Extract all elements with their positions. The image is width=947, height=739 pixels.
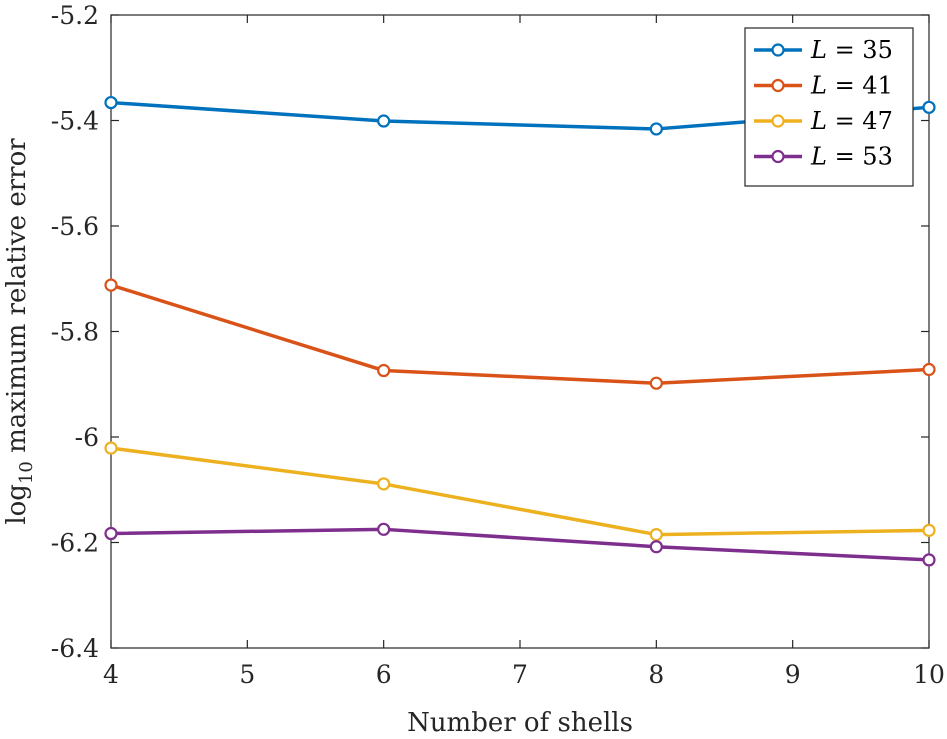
y-axis-label-text: maximum relative error [2, 138, 32, 461]
legend-entry: L = 53 [754, 143, 893, 171]
series-2 [104, 278, 936, 390]
x-tick-label: 6 [376, 660, 392, 689]
data-point [649, 527, 663, 542]
y-tick-label: -5.2 [51, 1, 99, 30]
legend-label-value: = 41 [827, 72, 893, 100]
legend-swatch-marker [771, 149, 785, 164]
legend-label-value: = 53 [827, 143, 893, 171]
data-point [922, 553, 936, 567]
x-tick-label: 5 [239, 660, 255, 689]
y-tick-label: -5.6 [51, 212, 99, 241]
x-tick-label: 8 [648, 660, 664, 689]
x-tick-label: 4 [103, 660, 119, 689]
data-point [377, 114, 391, 128]
data-point [377, 522, 391, 536]
data-point [649, 376, 663, 390]
data-point [377, 477, 391, 491]
legend-entry: L = 47 [754, 107, 893, 135]
axes-layer: 4 5 6 7 8 9 10 -5.2 -5.4 -5.6 -5.8 -6 -6.2 -6.4 [51, 1, 945, 689]
legend: L = 35L = 41L = 47L = 53 [744, 27, 914, 187]
legend-entry: L = 35 [754, 36, 893, 64]
y-tick-label: -6.4 [51, 634, 99, 663]
legend-label-var: L [810, 36, 827, 64]
legend-swatch-marker [771, 78, 785, 93]
x-axis-label: Number of shells [407, 708, 633, 738]
data-point [104, 95, 118, 110]
x-tick-label: 10 [913, 660, 945, 689]
data-point [922, 362, 936, 377]
y-tick-label: -6.2 [51, 529, 99, 558]
x-tick-label: 9 [785, 660, 801, 689]
y-tick-label: -6 [75, 423, 99, 452]
data-point [104, 441, 118, 455]
data-point [922, 523, 936, 537]
legend-label-value: = 47 [827, 107, 893, 135]
legend-label: L = 35 [810, 36, 893, 64]
data-point [922, 100, 936, 114]
series-4 [104, 522, 936, 567]
legend-label-value: = 35 [827, 36, 893, 64]
legend-entry: L = 41 [754, 72, 893, 100]
legend-label-var: L [810, 107, 827, 135]
data-point [104, 526, 118, 541]
y-tick-label: -5.8 [51, 318, 99, 347]
series-3 [104, 441, 936, 542]
legend-label: L = 53 [810, 143, 893, 171]
legend-swatch-marker [771, 114, 785, 128]
data-point [104, 278, 118, 292]
legend-label: L = 41 [810, 72, 893, 100]
legend-label: L = 47 [810, 107, 893, 135]
legend-swatch-marker [771, 43, 785, 57]
x-tick-label: 7 [512, 660, 528, 689]
y-axis-label: log10 maximum relative error [2, 138, 37, 525]
series-line [110, 527, 930, 562]
data-point [377, 363, 391, 378]
series-line [110, 446, 930, 537]
series-line [110, 283, 930, 385]
y-tick-label: -5.4 [51, 107, 99, 136]
y-axis-label-log: log [2, 484, 32, 525]
y-axis-label-subscript: 10 [16, 461, 37, 484]
legend-label-var: L [810, 72, 827, 100]
data-point [649, 540, 663, 554]
data-point [649, 122, 663, 136]
legend-label-var: L [810, 143, 827, 171]
